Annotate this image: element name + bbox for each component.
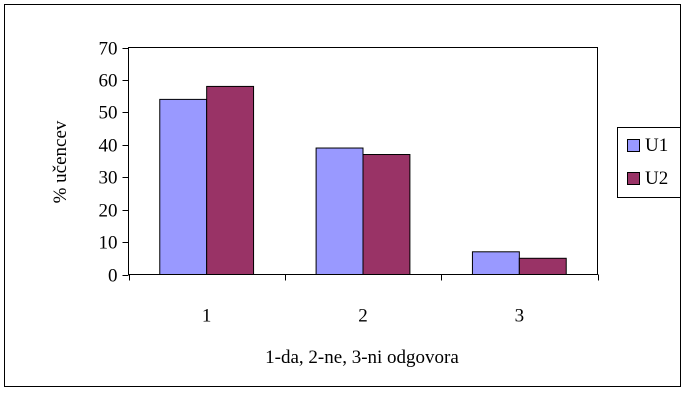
x-axis-label: 1-da, 2-ne, 3-ni odgovora bbox=[265, 347, 459, 368]
x-axis: 1 2 3 bbox=[129, 274, 599, 327]
y-tick-label: 30 bbox=[99, 168, 118, 189]
x-tick-label: 3 bbox=[515, 306, 525, 327]
legend-label-u2: U2 bbox=[645, 168, 668, 189]
y-tick-label: 70 bbox=[99, 39, 118, 60]
bar-u1-2 bbox=[315, 147, 364, 275]
y-tick-label: 40 bbox=[99, 136, 118, 157]
bars bbox=[159, 85, 567, 276]
legend: U1 U2 bbox=[617, 127, 681, 198]
x-tick-label: 2 bbox=[358, 306, 368, 327]
y-tick-label: 60 bbox=[99, 71, 118, 92]
bar-u1-1 bbox=[159, 98, 208, 275]
y-axis: 0 10 20 30 40 50 60 70 bbox=[99, 39, 129, 287]
bar-u2-2 bbox=[362, 154, 411, 275]
x-tick-label: 1 bbox=[202, 306, 212, 327]
legend-swatch-u2 bbox=[627, 172, 640, 185]
y-axis-label: % učencev bbox=[50, 120, 71, 203]
legend-swatch-u1 bbox=[627, 139, 640, 152]
bar-u2-3 bbox=[518, 257, 567, 275]
bar-u1-3 bbox=[471, 251, 520, 276]
y-tick-label: 20 bbox=[99, 201, 118, 222]
y-tick-label: 0 bbox=[108, 266, 118, 287]
legend-label-u1: U1 bbox=[645, 135, 668, 156]
y-tick-label: 10 bbox=[99, 233, 118, 254]
bar-u2-1 bbox=[206, 85, 255, 275]
y-tick-label: 50 bbox=[99, 103, 118, 124]
